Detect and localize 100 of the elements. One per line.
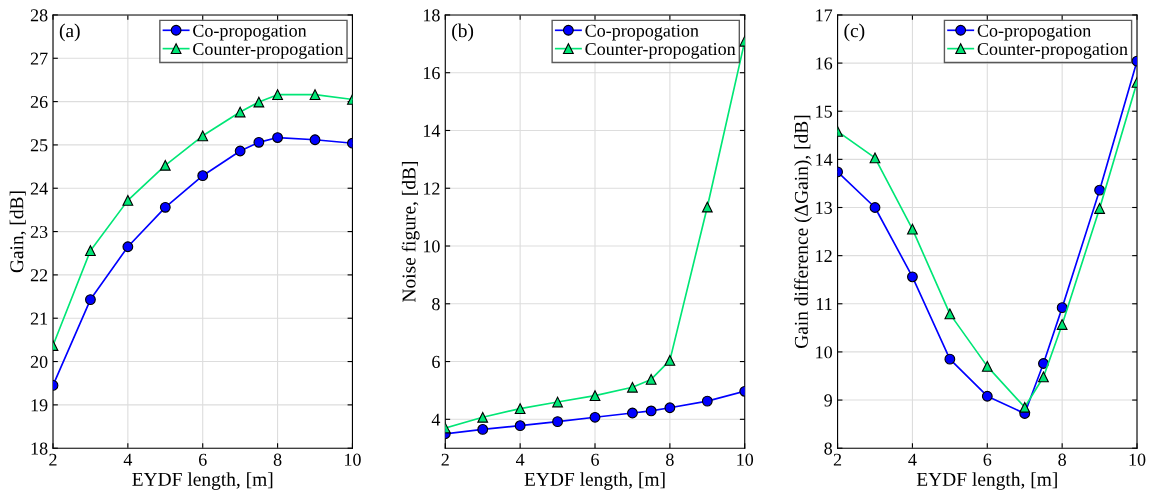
point — [701, 395, 713, 407]
point — [477, 411, 489, 423]
y-tick-label: 18 — [31, 442, 48, 455]
point — [122, 194, 134, 206]
point — [159, 201, 171, 213]
y-tick-label: 14 — [816, 153, 833, 166]
point — [1094, 184, 1106, 196]
point — [907, 271, 918, 283]
point — [309, 134, 321, 146]
legend-label: Co-propogation — [193, 24, 307, 41]
y-tick-label: 22 — [30, 269, 48, 282]
point — [197, 170, 209, 182]
point — [701, 201, 713, 213]
y-tick-label: 4 — [431, 413, 441, 426]
x-tick-label: 10 — [1129, 453, 1146, 466]
point — [234, 106, 246, 118]
point — [627, 381, 638, 393]
y-tick-label: 12 — [816, 249, 832, 262]
point — [234, 145, 246, 157]
x-tick-label: 8 — [666, 453, 674, 466]
y-tick-label: 18 — [423, 9, 440, 22]
x-tick-label: 4 — [123, 453, 133, 466]
y-tick-label: 8 — [824, 442, 833, 455]
point — [589, 390, 601, 402]
point — [664, 402, 676, 414]
y-tick-label: 26 — [30, 95, 48, 109]
y-tick-label: 23 — [30, 225, 48, 239]
x-tick-label: 6 — [198, 453, 207, 466]
y-tick-label: 10 — [816, 346, 833, 359]
point — [552, 416, 563, 428]
point — [1038, 358, 1049, 369]
point — [122, 241, 134, 253]
x-tick-label: 10 — [345, 453, 361, 466]
point — [869, 152, 881, 164]
y-tick-label: 28 — [30, 9, 48, 22]
y-tick-label: 21 — [30, 312, 48, 325]
point — [664, 354, 676, 366]
annotation: (b) — [452, 23, 474, 42]
y-tick-label: 16 — [423, 67, 440, 80]
y-axis-title: Gain, [dB] — [9, 191, 27, 273]
point — [272, 132, 284, 143]
point — [869, 202, 881, 213]
legend-label: Co-propogation — [977, 24, 1091, 41]
y-tick-label: 15 — [816, 105, 832, 118]
point — [197, 130, 209, 142]
x-tick-label: 8 — [1058, 453, 1066, 466]
y-tick-label: 12 — [423, 182, 440, 195]
point — [159, 159, 171, 171]
point — [253, 96, 265, 108]
y-tick-label: 16 — [816, 57, 833, 70]
point — [981, 390, 993, 402]
legend-label: Counter-propogation — [193, 42, 344, 59]
point — [85, 245, 96, 257]
point — [589, 411, 601, 423]
x-tick-label: 8 — [273, 453, 282, 466]
point — [627, 407, 638, 419]
x-tick-label: 4 — [515, 453, 525, 466]
y-tick-label: 6 — [432, 355, 440, 368]
point — [1094, 203, 1106, 214]
point — [1056, 302, 1068, 314]
y-tick-label: 27 — [30, 52, 48, 65]
point — [981, 360, 993, 372]
point — [1038, 371, 1049, 383]
point — [645, 405, 657, 417]
point — [309, 89, 321, 101]
y-tick-label: 24 — [30, 182, 48, 195]
y-tick-label: 11 — [816, 298, 832, 311]
y-tick-label: 13 — [816, 201, 832, 214]
y-tick-label: 9 — [824, 394, 832, 407]
y-tick-label: 25 — [30, 139, 48, 152]
x-tick-label: 4 — [908, 453, 917, 466]
y-tick-label: 14 — [423, 124, 441, 137]
legend-label: Co-propogation — [585, 24, 699, 41]
point — [253, 136, 265, 148]
x-axis-title: EYDF length, [m] — [132, 472, 273, 490]
point — [85, 294, 96, 306]
point — [514, 403, 526, 415]
legend-label: Counter-propogation — [585, 42, 736, 59]
x-tick-label: 2 — [49, 453, 57, 466]
x-tick-label: 6 — [591, 453, 599, 466]
x-tick-label: 10 — [737, 453, 754, 466]
point — [907, 223, 918, 235]
annotation: (c) — [844, 23, 865, 42]
point — [552, 396, 563, 408]
point — [944, 308, 956, 320]
x-tick-label: 6 — [983, 453, 992, 466]
x-tick-label: 2 — [833, 453, 842, 466]
y-axis-title: Noise figure, [dB] — [401, 162, 420, 303]
point — [645, 374, 657, 385]
point — [514, 420, 526, 432]
point — [1056, 319, 1068, 330]
x-tick-label: 2 — [441, 453, 449, 466]
x-axis-title: EYDF length, [m] — [524, 472, 665, 490]
point — [477, 424, 489, 435]
y-tick-label: 10 — [423, 240, 440, 253]
y-tick-label: 17 — [816, 9, 833, 22]
legend-label: Counter-propogation — [977, 42, 1128, 59]
x-axis-title: EYDF length, [m] — [916, 472, 1057, 490]
y-axis-title: Gain difference (ΔGain), [dB] — [794, 115, 812, 349]
point — [944, 353, 956, 365]
